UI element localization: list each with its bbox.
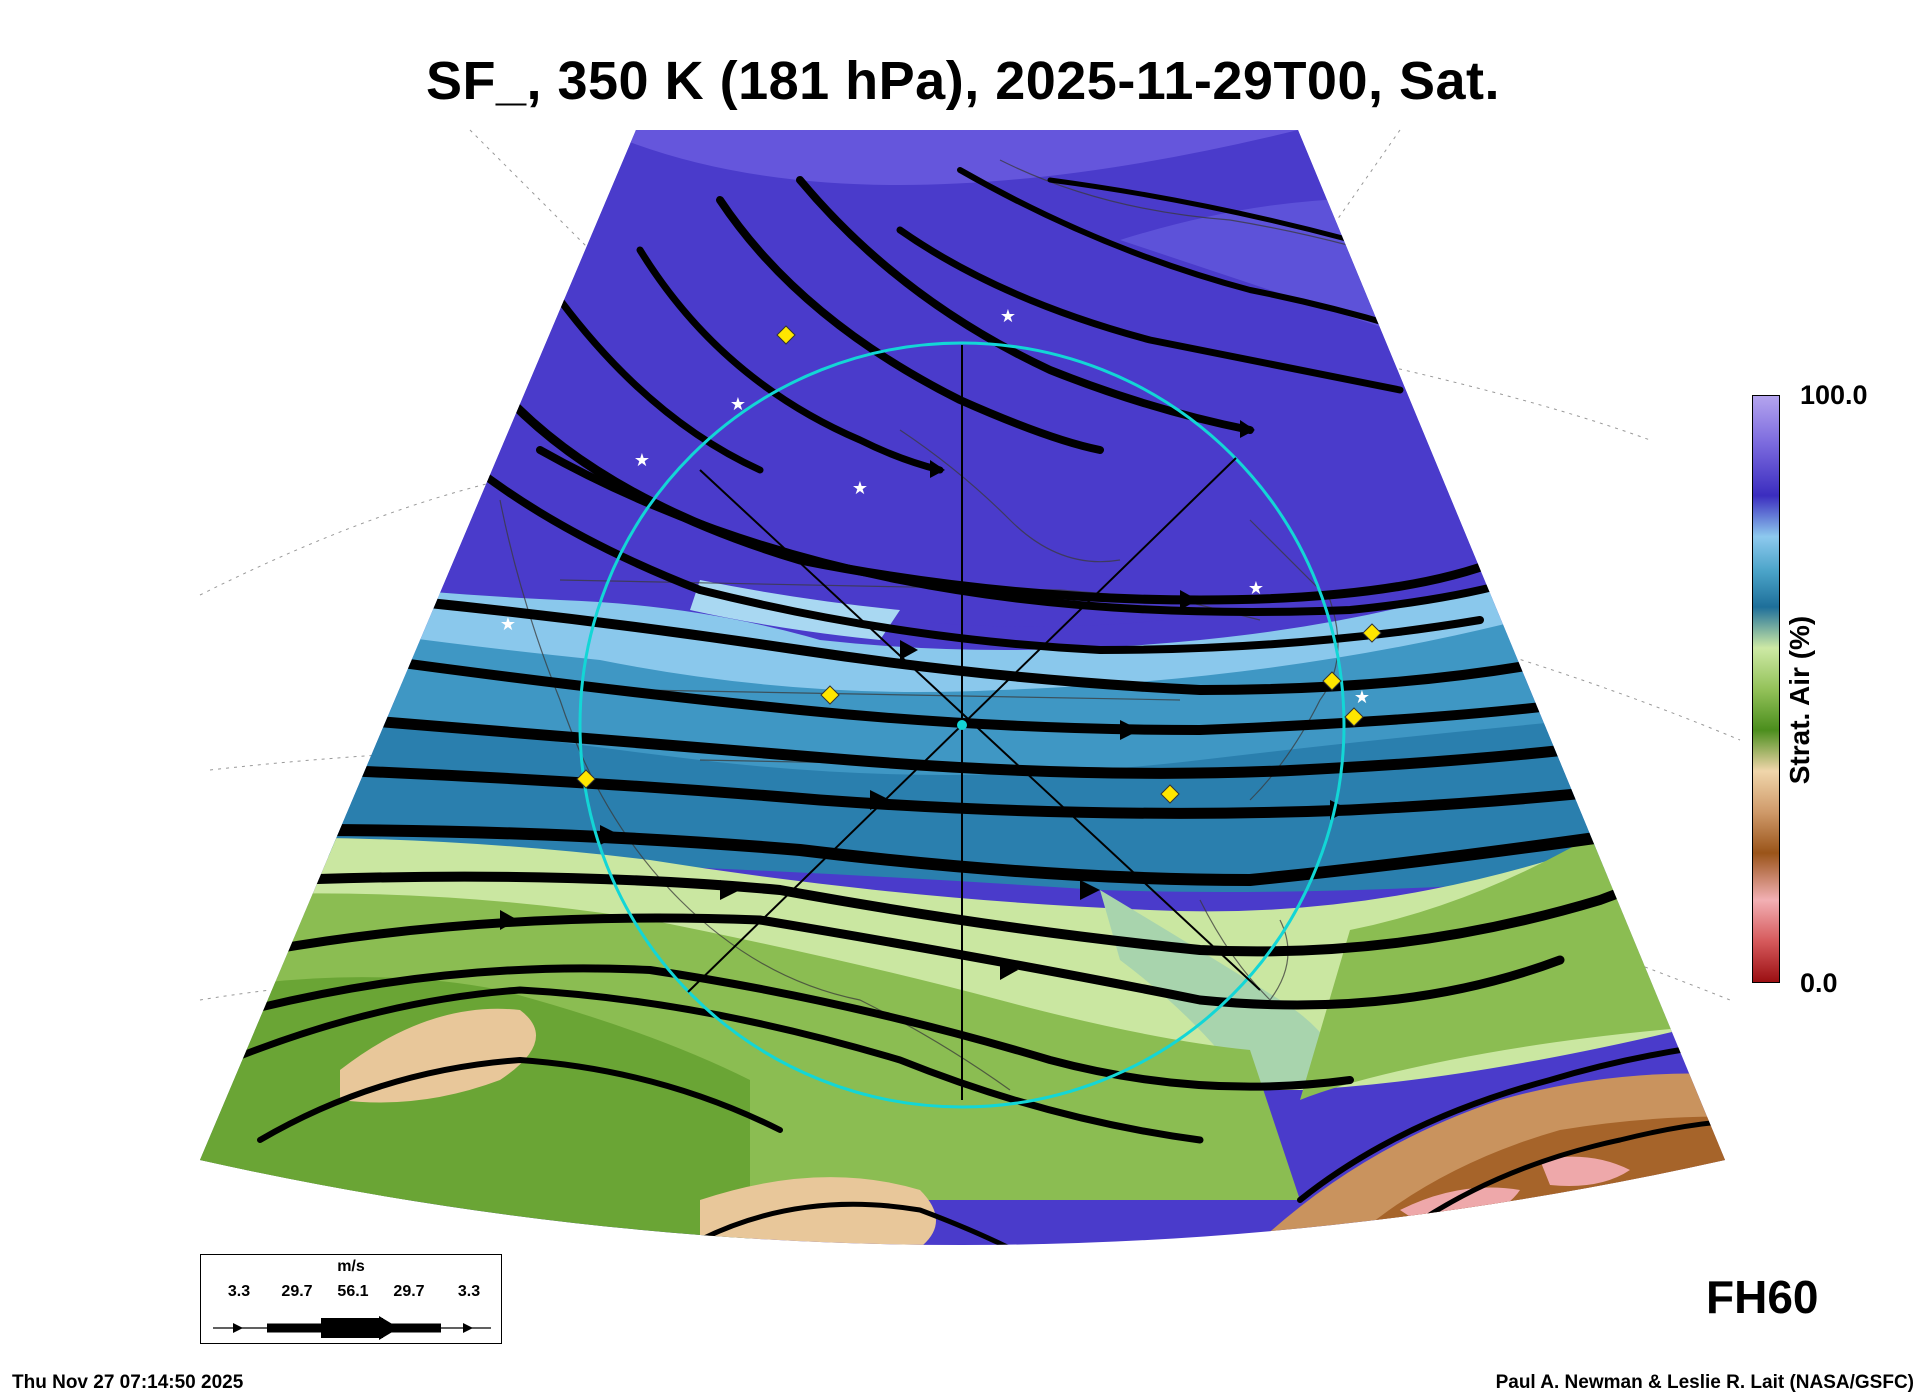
wind-legend-unit: m/s	[337, 1258, 365, 1275]
svg-text:★: ★	[1000, 306, 1016, 327]
wind-streamlines	[226, 167, 1725, 1245]
wind-legend-arrows	[213, 1316, 491, 1340]
wind-legend-value: 56.1	[337, 1283, 369, 1300]
colorbar-max-label: 100.0	[1800, 380, 1868, 410]
svg-text:★: ★	[1354, 687, 1370, 708]
map-title: SF_, 350 K (181 hPa), 2025-11-29T00, Sat…	[425, 51, 1501, 111]
svg-text:★: ★	[730, 394, 746, 415]
colorbar-axis-label: Strat. Air (%)	[1784, 615, 1815, 785]
svg-text:★: ★	[852, 478, 868, 499]
wind-legend-value: 3.3	[457, 1283, 481, 1300]
footer-credit: Paul A. Newman & Leslie R. Lait (NASA/GS…	[1495, 1372, 1914, 1393]
wind-legend-value: 29.7	[281, 1283, 313, 1300]
svg-text:★: ★	[1248, 578, 1264, 599]
forecast-hour: FH60	[1706, 1271, 1819, 1323]
target-overlay	[578, 341, 1346, 1109]
wind-legend-value: 3.3	[227, 1283, 251, 1300]
diamond-markers	[576, 325, 1382, 804]
footer-timestamp: Thu Nov 27 07:14:50 2025	[12, 1372, 244, 1393]
wind-speed-legend: m/s 3.3 29.7 56.1 29.7 3.3	[200, 1254, 502, 1344]
star-markers: ★ ★ ★ ★ ★ ★ ★ ★	[500, 306, 1486, 708]
colorbar	[1752, 395, 1780, 983]
svg-text:★: ★	[634, 450, 650, 471]
svg-text:★: ★	[500, 614, 516, 635]
svg-text:★: ★	[1470, 525, 1486, 546]
wind-legend-value: 29.7	[393, 1283, 425, 1300]
colorbar-min-label: 0.0	[1800, 968, 1838, 998]
